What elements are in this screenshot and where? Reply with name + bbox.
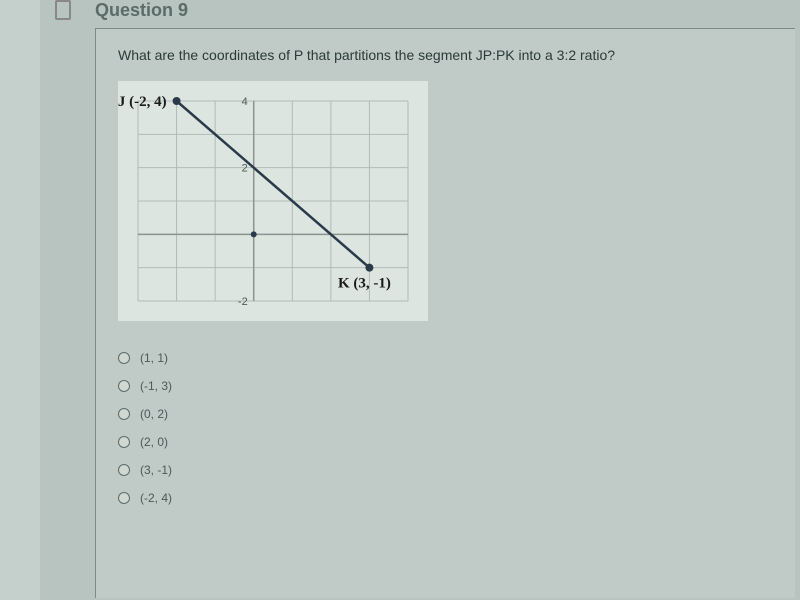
answer-label: (0, 2) [140, 407, 168, 421]
answer-option[interactable]: (2, 0) [118, 435, 773, 449]
answer-option[interactable]: (1, 1) [118, 351, 773, 365]
svg-text:4: 4 [242, 96, 248, 108]
answer-label: (-2, 4) [140, 491, 172, 505]
answer-option[interactable]: (-2, 4) [118, 491, 773, 505]
svg-text:K (3, -1): K (3, -1) [338, 276, 391, 292]
radio-icon[interactable] [118, 408, 130, 420]
chart-svg: 4 2 -2 J (-2, 4) K (3, -1) [118, 81, 428, 321]
answer-label: (3, -1) [140, 463, 172, 477]
answer-option[interactable]: (3, -1) [118, 463, 773, 477]
page-margin [0, 0, 40, 600]
radio-icon[interactable] [118, 380, 130, 392]
answer-option[interactable]: (-1, 3) [118, 379, 773, 393]
svg-text:J (-2, 4): J (-2, 4) [118, 94, 167, 110]
radio-icon[interactable] [118, 492, 130, 504]
question-prompt: What are the coordinates of P that parti… [118, 47, 773, 63]
answer-label: (2, 0) [140, 435, 168, 449]
answer-label: (1, 1) [140, 351, 168, 365]
answer-option[interactable]: (0, 2) [118, 407, 773, 421]
answer-label: (-1, 3) [140, 379, 172, 393]
coordinate-chart: 4 2 -2 J (-2, 4) K (3, -1) [118, 81, 428, 321]
svg-text:-2: -2 [238, 296, 248, 308]
radio-icon[interactable] [118, 352, 130, 364]
question-content: What are the coordinates of P that parti… [95, 28, 795, 598]
answer-list: (1, 1) (-1, 3) (0, 2) (2, 0) (3, -1) (-2, 4) [118, 351, 773, 505]
question-number: Question 9 [95, 0, 188, 21]
radio-icon[interactable] [118, 464, 130, 476]
radio-icon[interactable] [118, 436, 130, 448]
svg-text:2: 2 [242, 163, 248, 175]
document-icon [55, 0, 71, 20]
